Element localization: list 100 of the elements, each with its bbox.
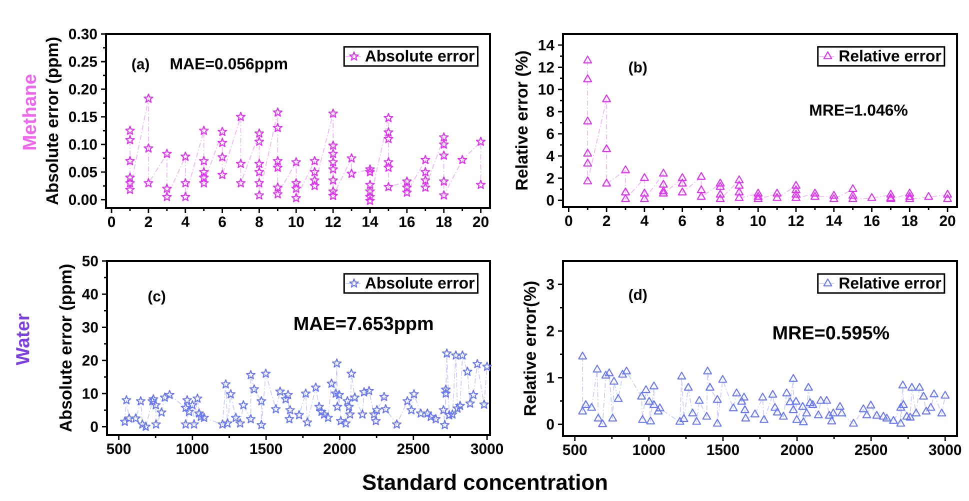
point: [792, 180, 800, 189]
point: [716, 178, 725, 187]
point: [848, 194, 858, 202]
y-tick-label: 0.20: [68, 84, 97, 95]
point: [829, 190, 838, 199]
x-tick-label: 14: [826, 216, 842, 226]
annotation: MAE=7.653ppm: [294, 316, 433, 334]
y-tick-label: 12: [538, 62, 554, 72]
point: [792, 185, 800, 194]
x-tick-label: 16: [400, 216, 415, 228]
x-tick-label: 500: [106, 444, 131, 454]
x-tick-label: 8: [256, 216, 263, 228]
annotation: (c): [148, 290, 166, 304]
point: [810, 188, 820, 196]
y-axis-title: Relative error (%): [515, 51, 532, 190]
x-tick-label: 3000: [470, 444, 504, 454]
point: [621, 194, 630, 202]
point: [943, 194, 952, 202]
point: [848, 190, 858, 199]
point: [640, 188, 649, 196]
annotation: MRE=1.046%: [810, 104, 908, 116]
point: [886, 190, 896, 198]
y-tick-label: 20: [82, 355, 98, 366]
point: [583, 158, 592, 167]
point: [792, 193, 800, 201]
point: [658, 186, 668, 194]
y-tick-label: 2: [546, 172, 554, 184]
legend-label: Relative error: [840, 50, 942, 62]
point: [829, 194, 838, 202]
y-tick-label: 2: [546, 326, 554, 336]
point: [658, 180, 668, 188]
x-tick-label: 16: [864, 216, 880, 226]
x-tick-label: 6: [678, 216, 686, 226]
x-tick-label: 2000: [780, 444, 814, 456]
point: [734, 175, 744, 184]
y-tick-label: 30: [82, 322, 98, 333]
point: [754, 192, 763, 200]
x-tick-label: 18: [902, 216, 918, 226]
y-tick-label: 0.05: [68, 166, 98, 178]
point: [754, 194, 763, 202]
y-tick-label: 1: [547, 372, 554, 383]
x-tick-label: 1000: [176, 444, 208, 454]
x-tick-label: 2000: [324, 444, 356, 454]
point: [716, 182, 725, 190]
point: [943, 190, 952, 198]
legend-label: Relative error: [840, 276, 942, 289]
y-axis-title: Absolute error (ppm): [59, 264, 76, 432]
point: [658, 168, 668, 177]
point: [734, 193, 744, 201]
y-tick-label: 50: [82, 256, 98, 266]
x-tick-label: 12: [326, 216, 341, 227]
point: [640, 173, 649, 181]
x-tick-label: 500: [562, 444, 587, 456]
point: [772, 188, 782, 196]
point: [716, 190, 725, 198]
annotation: (b): [629, 62, 647, 76]
point: [924, 192, 934, 200]
annotation: (a): [132, 58, 149, 72]
x-tick-label: 10: [288, 216, 304, 228]
text: Methane: [22, 74, 36, 150]
point: [848, 184, 858, 192]
y-tick-label: 6: [546, 128, 554, 140]
point: [621, 188, 630, 196]
y-tick-label: 0: [90, 421, 98, 432]
point: [734, 188, 744, 196]
y-tick-label: 0.25: [68, 56, 98, 67]
point: [905, 194, 914, 202]
x-tick-label: 4: [640, 216, 649, 226]
x-tick-label: 2500: [397, 444, 430, 454]
x-tick-label: 4: [181, 216, 190, 227]
x-tick-label: 6: [218, 216, 226, 228]
x-tick-label: 0: [108, 216, 116, 228]
point: [696, 172, 706, 180]
point: [810, 192, 820, 200]
point: [754, 188, 763, 196]
x-tick-label: 20: [472, 216, 488, 228]
point: [583, 116, 592, 124]
y-axis-title: Absolute error (ppm): [46, 38, 62, 205]
point: [602, 178, 612, 187]
x-tick-label: 20: [940, 216, 956, 226]
x-tick-label: 12: [788, 216, 804, 226]
text: Water: [16, 314, 30, 366]
y-tick-label: 0.30: [68, 28, 97, 40]
point: [905, 188, 914, 196]
legend-label: Absolute error: [365, 50, 474, 62]
point: [658, 188, 668, 196]
x-tick-label: 0: [565, 216, 572, 226]
y-tick-label: 0.10: [68, 139, 97, 150]
x-tick-label: 1000: [633, 444, 665, 456]
legend-label: Absolute error: [365, 276, 475, 289]
y-tick-label: 10: [538, 84, 554, 95]
point: [696, 185, 706, 194]
x-tick-label: 8: [716, 216, 724, 226]
x-tick-label: 2500: [854, 444, 888, 456]
annotation: MAE=0.056ppm: [170, 58, 288, 73]
point: [772, 193, 782, 201]
point: [621, 165, 630, 174]
point: [640, 194, 649, 202]
y-tick-label: 40: [82, 288, 98, 300]
x-tick-label: 2: [144, 216, 152, 227]
